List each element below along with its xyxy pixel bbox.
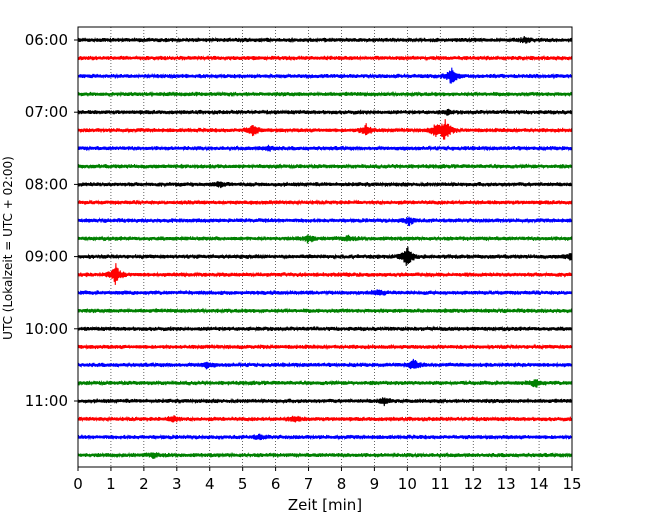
trace-0700-black [77, 108, 573, 116]
trace-0815-red [77, 199, 573, 206]
y-tick-label: 08:00 [25, 175, 68, 193]
x-tick-label: 13 [497, 475, 516, 493]
y-tick-label: 09:00 [25, 248, 68, 266]
x-tick-label: 7 [304, 475, 314, 493]
plot-frame [77, 26, 573, 468]
x-axis-ticks: 0 1 2 3 4 5 6 7 8 9 10 11 12 13 14 15 [73, 467, 582, 493]
y-tick-label: 07:00 [25, 103, 68, 121]
trace-1030-blue [77, 358, 573, 370]
x-axis-label: Zeit [min] [288, 496, 362, 514]
x-tick-label: 9 [370, 475, 380, 493]
x-tick-label: 1 [106, 475, 116, 493]
x-tick-label: 3 [172, 475, 182, 493]
x-tick-label: 8 [337, 475, 347, 493]
trace-0830-blue [77, 216, 573, 227]
trace-0730-blue [77, 144, 573, 152]
x-tick-label: 2 [139, 475, 149, 493]
trace-0715-red [77, 119, 573, 140]
grid [110, 27, 540, 467]
y-axis-label: UTC (Lokalzeit = UTC + 02:00) [1, 156, 15, 340]
y-axis-ticks: 06:00 07:00 08:00 09:00 10:00 11:00 [25, 31, 78, 410]
trace-0845-green [77, 234, 573, 244]
trace-1015-red [77, 343, 573, 351]
trace-0930-blue [77, 289, 573, 296]
trace-0945-green [77, 307, 573, 315]
trace-0915-red [77, 263, 573, 285]
x-tick-label: 6 [271, 475, 281, 493]
x-tick-label: 15 [562, 475, 581, 493]
trace-1045-green [77, 379, 573, 388]
trace-1145-green [77, 451, 573, 459]
traces [77, 35, 573, 459]
trace-0615-red [77, 54, 573, 62]
trace-1130-blue [77, 433, 573, 441]
trace-0900-black [77, 246, 573, 266]
y-tick-label: 10:00 [25, 320, 68, 338]
trace-1100-black [77, 397, 573, 407]
y-tick-label: 06:00 [25, 31, 68, 49]
x-tick-label: 11 [431, 475, 450, 493]
trace-0645-green [77, 90, 573, 98]
trace-0600-black [77, 35, 573, 44]
x-tick-label: 14 [530, 475, 549, 493]
x-tick-label: 5 [238, 475, 248, 493]
trace-0800-black [77, 180, 573, 189]
x-tick-label: 12 [464, 475, 483, 493]
trace-1115-red [77, 415, 573, 423]
y-tick-label: 11:00 [25, 392, 68, 410]
x-tick-label: 10 [398, 475, 417, 493]
trace-1000-black [77, 325, 573, 333]
x-tick-label: 4 [205, 475, 215, 493]
x-tick-label: 0 [73, 475, 83, 493]
trace-0630-blue [77, 67, 573, 84]
trace-0745-green [77, 163, 573, 170]
